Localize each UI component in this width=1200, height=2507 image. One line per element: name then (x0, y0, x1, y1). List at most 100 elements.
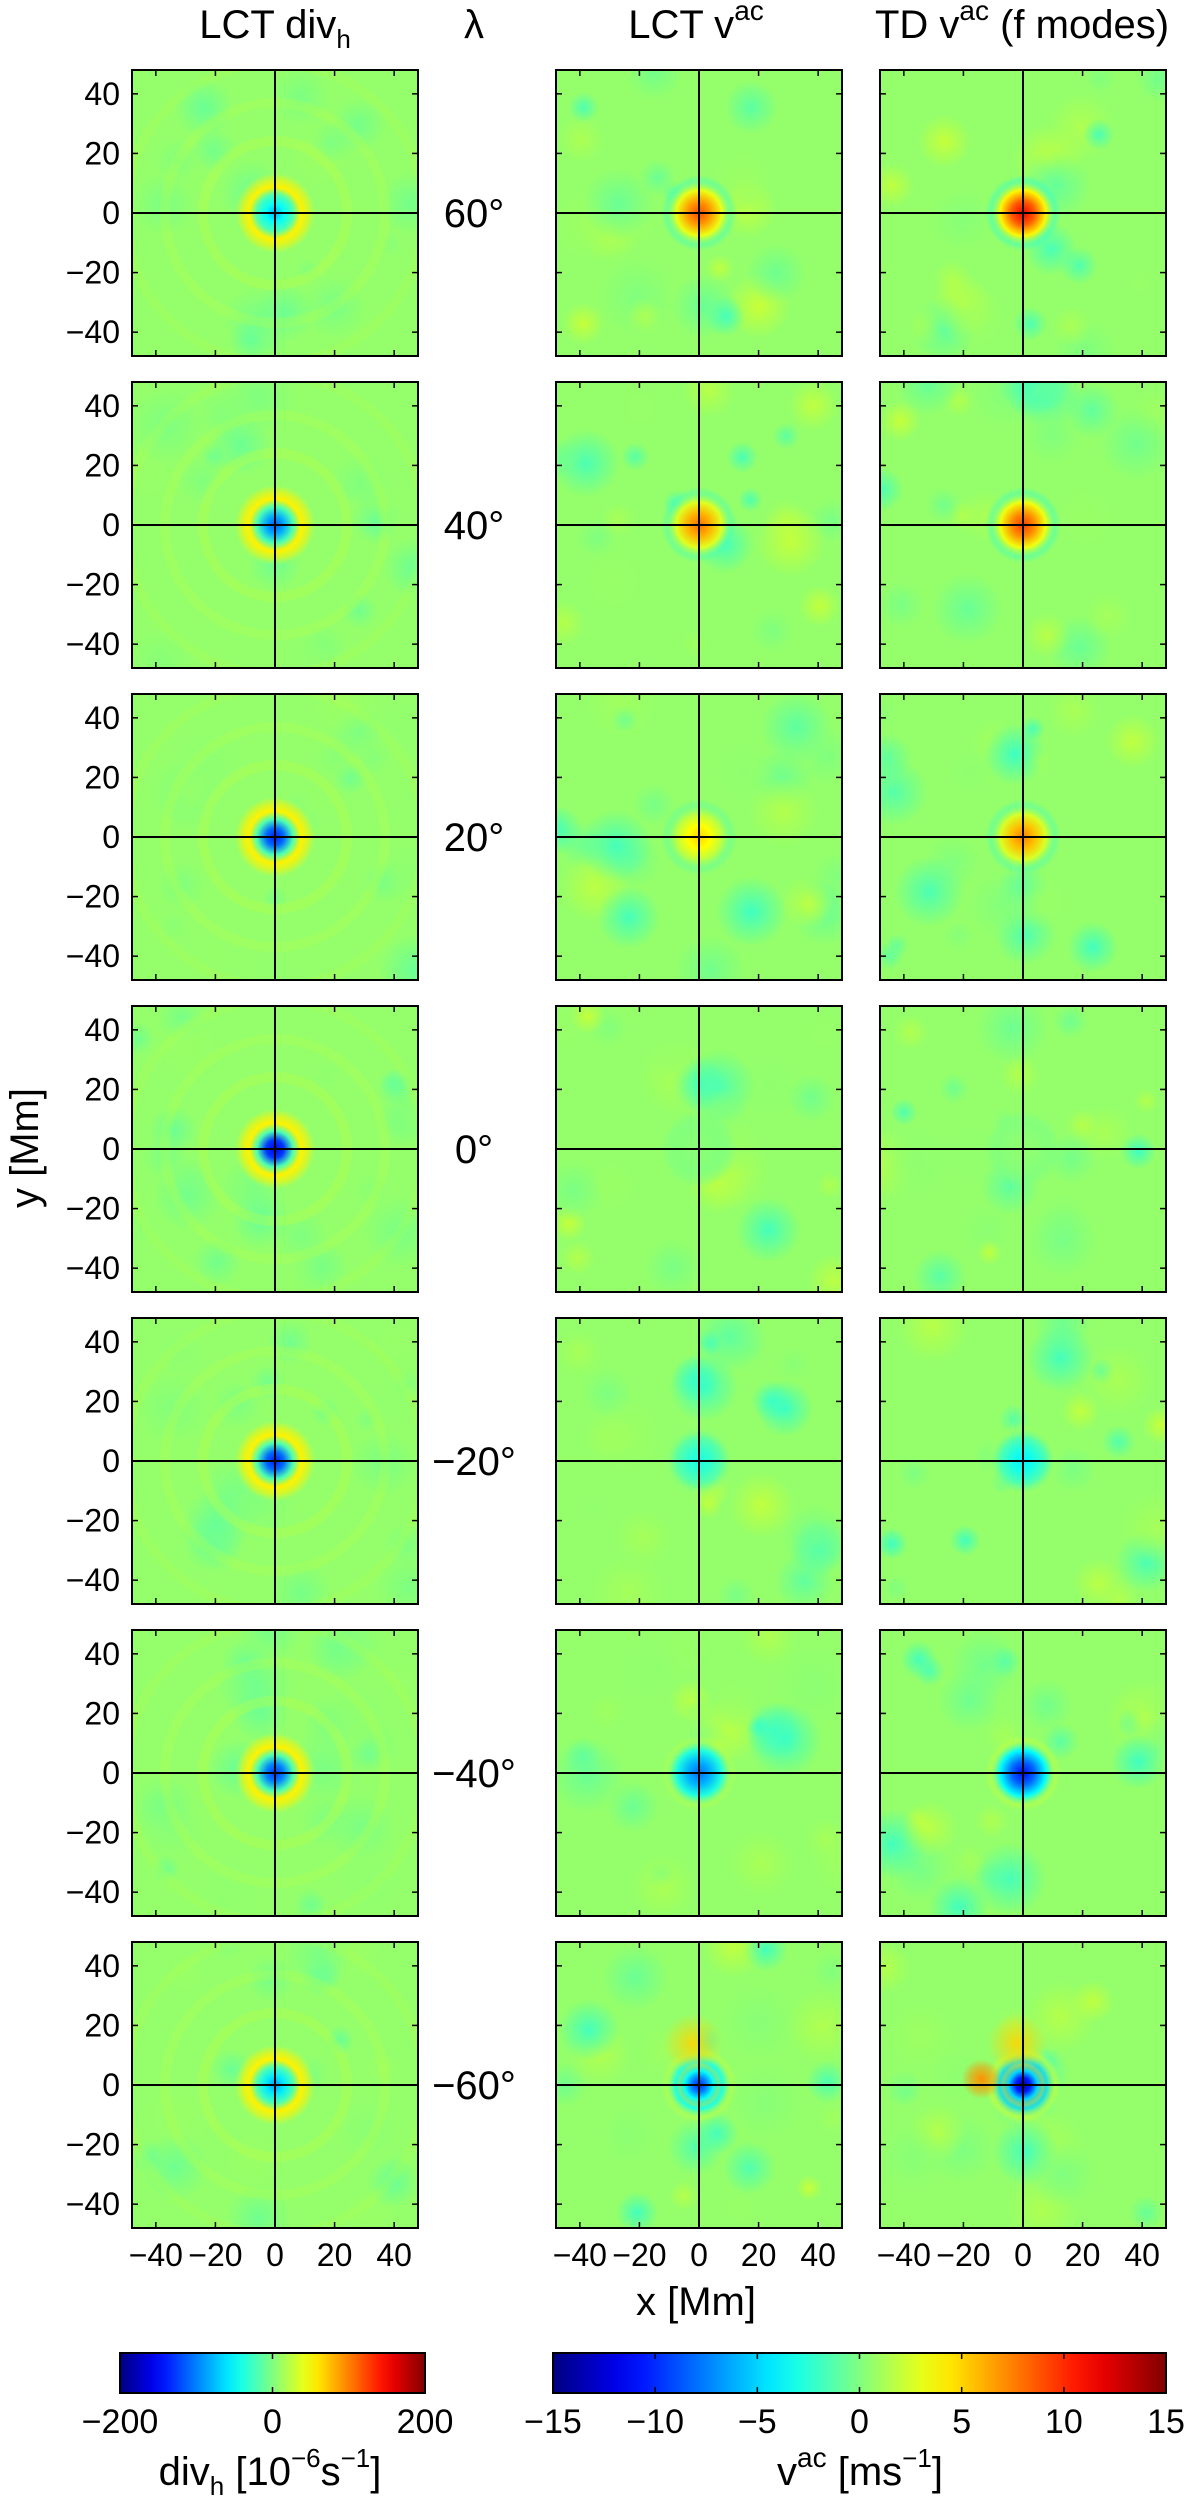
noise-blob (785, 1988, 842, 2064)
noise-blob (620, 442, 650, 472)
y-tick-label: −20 (66, 879, 120, 915)
x-tick-label: −20 (188, 2237, 242, 2273)
y-tick-label: −20 (66, 1815, 120, 1851)
noise-blob (363, 1195, 418, 1268)
noise-blob (931, 573, 1004, 645)
heatmap-panel-r3-c1 (555, 1005, 843, 1293)
y-tick-label: 40 (84, 700, 120, 736)
noise-blob (297, 1318, 350, 1368)
noise-blob (582, 1412, 633, 1463)
cb1-label-end: ] (370, 2450, 381, 2494)
noise-blob (716, 876, 787, 947)
noise-blob (155, 1016, 221, 1081)
noise-blob (570, 1006, 606, 1034)
y-tick-label: −40 (66, 626, 120, 662)
noise-blob (197, 1857, 263, 1916)
noise-blob (620, 386, 664, 430)
noise-blob (880, 758, 928, 827)
y-tick-label: −40 (66, 1874, 120, 1910)
y-tick-label: 40 (84, 1324, 120, 1360)
y-tick-label: −20 (66, 255, 120, 291)
y-tick-label: −40 (66, 2186, 120, 2222)
noise-blob (675, 935, 746, 980)
heatmap-panel-r3-c0: 40 20 0 −20 −40 (66, 1005, 419, 1293)
noise-blob (582, 694, 658, 739)
noise-blob (1060, 1391, 1101, 1432)
noise-blob (138, 1797, 202, 1862)
noise-blob (747, 776, 820, 848)
noise-blob (367, 2156, 418, 2208)
cb1-label-mid: s (321, 2450, 341, 2494)
noise-blob (378, 934, 418, 980)
noise-blob (597, 885, 661, 949)
noise-blob (312, 1063, 341, 1091)
noise-blob (254, 325, 289, 356)
noise-blob (324, 2025, 355, 2055)
noise-blob (152, 1854, 181, 1883)
noise-blob (377, 845, 418, 907)
noise-blob (928, 1876, 989, 1916)
heatmap-panel-r2-c2 (879, 693, 1167, 981)
y-tick-label: 20 (84, 1695, 120, 1731)
noise-blob (279, 630, 345, 668)
noise-blob (1020, 1679, 1073, 1732)
noise-blob (591, 1555, 666, 1604)
y-tick-label: −20 (66, 1191, 120, 1227)
noise-blob (880, 1942, 912, 1994)
col-title-lct-div-main: LCT div (199, 3, 336, 47)
y-tick-label: −40 (66, 1250, 120, 1286)
colorbar-tick-label: 10 (1045, 2403, 1083, 2441)
noise-blob (795, 2174, 823, 2202)
noise-blob (1120, 1133, 1157, 1170)
y-tick-label: −40 (66, 314, 120, 350)
noise-blob (1106, 1680, 1166, 1756)
noise-blob (246, 1955, 295, 2003)
cb1-label-sup2: −1 (341, 2443, 371, 2473)
noise-blob (303, 275, 366, 338)
x-tick-label: 40 (1124, 2237, 1160, 2273)
noise-blob (1099, 406, 1166, 481)
noise-blob (329, 454, 389, 514)
vac-upper-lobe (663, 2013, 724, 2074)
noise-blob (1067, 921, 1119, 973)
noise-blob (682, 382, 736, 418)
noise-blob (729, 176, 770, 217)
row-header-lambda: λ (464, 3, 484, 47)
noise-blob (1084, 591, 1133, 640)
noise-blob (744, 1701, 803, 1760)
noise-blob (632, 783, 676, 827)
noise-blob (310, 1397, 340, 1427)
noise-blob (943, 920, 974, 951)
y-tick-label: −40 (66, 938, 120, 974)
heatmap-panel-r1-c0: 40 20 0 −20 −40 (66, 381, 419, 669)
heatmap-panel-r5-c2 (879, 1629, 1167, 1917)
noise-blob (780, 876, 833, 929)
col-title-td-vac-sup: ac (959, 0, 989, 26)
noise-blob (267, 1319, 313, 1365)
heatmap-panel-r0-c2 (879, 69, 1167, 357)
noise-blob (370, 1318, 418, 1367)
noise-blob (333, 904, 391, 961)
noise-blob (270, 70, 331, 127)
colorbar-tick-label: 15 (1147, 2403, 1185, 2441)
noise-blob (294, 1888, 328, 1916)
latitude-label: −40° (432, 1752, 516, 1796)
noise-blob (141, 2133, 209, 2201)
noise-blob (1082, 1344, 1154, 1416)
col-title-lct-vac-main: LCT v (628, 3, 734, 47)
noise-blob (913, 1655, 945, 1687)
cb2-label-rest: [ms (827, 2450, 903, 2494)
noise-blob (1101, 1424, 1136, 1459)
heatmap-panel-r0-c0: 40 20 0 −20 −40 (66, 69, 419, 357)
heatmap-panel-r6-c2: −40 −20 0 20 40 (877, 1941, 1167, 2273)
noise-blob (1026, 1205, 1099, 1278)
noise-blob (974, 1803, 1010, 1839)
noise-blob (556, 1161, 603, 1221)
noise-blob (579, 1497, 606, 1523)
noise-blob (880, 163, 915, 208)
noise-blob (717, 1576, 756, 1604)
heatmap-panel-r4-c2 (879, 1317, 1167, 1605)
noise-blob (349, 1736, 387, 1773)
heatmap-panel-r2-c0: 40 20 0 −20 −40 (66, 693, 419, 981)
noise-blob (883, 1575, 910, 1602)
